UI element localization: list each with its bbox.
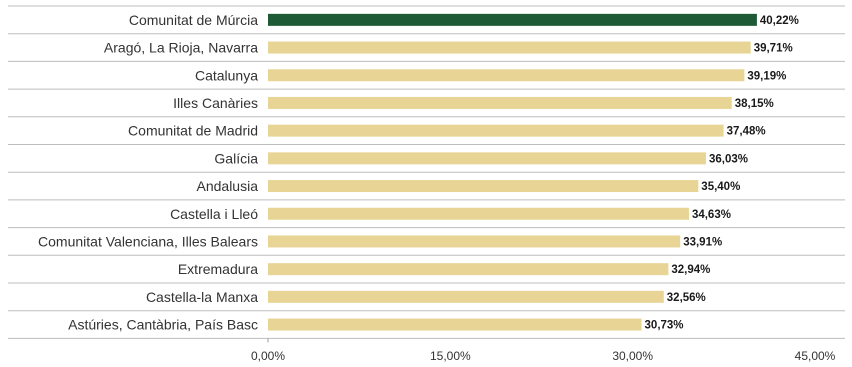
category-label: Castella-la Manxa: [146, 289, 258, 305]
bar: [268, 263, 669, 276]
category-label: Galícia: [214, 150, 258, 166]
x-tick-label: 15,00%: [430, 349, 471, 363]
bar: [268, 96, 732, 109]
value-label: 30,73%: [645, 320, 684, 332]
category-label: Comunitat Valenciana, Illes Balears: [38, 233, 258, 249]
bar: [268, 290, 664, 303]
category-label: Comunitat de Madrid: [128, 123, 258, 139]
category-label: Aragó, La Rioja, Navarra: [104, 40, 258, 56]
value-label: 35,40%: [701, 181, 740, 193]
value-label: 40,22%: [760, 15, 799, 27]
bar: [268, 69, 745, 82]
x-tick-label: 0,00%: [251, 349, 285, 363]
value-label: 36,03%: [709, 153, 748, 165]
value-label: 32,94%: [671, 264, 710, 276]
bar: [268, 13, 757, 26]
category-label: Castella i Lleó: [170, 206, 258, 222]
bar: [268, 235, 681, 248]
value-label: 32,56%: [667, 292, 706, 304]
bar: [268, 207, 689, 220]
category-label: Andalusia: [197, 178, 259, 194]
x-axis: 0,00% 15,00% 30,00% 45,00%: [251, 338, 836, 363]
x-tick-label: 45,00%: [795, 349, 836, 363]
value-label: 39,71%: [754, 43, 793, 55]
value-label: 38,15%: [735, 98, 774, 110]
category-label: Astúries, Cantàbria, País Basc: [68, 317, 258, 333]
value-label: 37,48%: [727, 126, 766, 138]
category-label: Extremadura: [178, 261, 258, 277]
x-tick-label: 30,00%: [612, 349, 653, 363]
value-label: 39,19%: [747, 70, 786, 82]
bar: [268, 41, 751, 54]
bar: [268, 124, 724, 137]
chart-rows: Comunitat de Múrcia 40,22% Aragó, La Rioja…: [8, 5, 845, 339]
value-label: 33,91%: [683, 236, 722, 248]
value-label: 34,63%: [692, 209, 731, 221]
bar: [268, 180, 699, 193]
category-label: Illes Canàries: [173, 95, 258, 111]
category-label: Comunitat de Múrcia: [129, 12, 258, 28]
bar: [268, 318, 642, 331]
bar: [268, 152, 706, 165]
category-label: Catalunya: [195, 67, 258, 83]
